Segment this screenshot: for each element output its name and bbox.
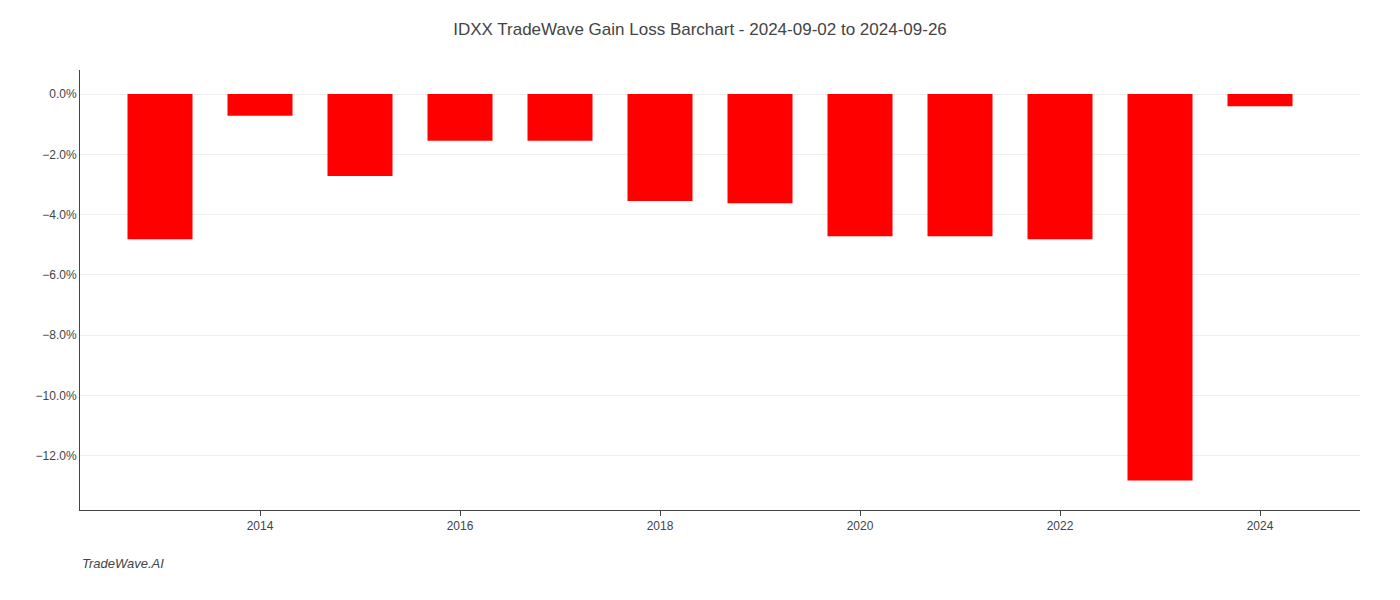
svg-text:2018: 2018: [647, 519, 674, 533]
svg-text:2016: 2016: [447, 519, 474, 533]
svg-text:−8.0%: −8.0%: [42, 328, 77, 342]
svg-text:2024: 2024: [1247, 519, 1274, 533]
svg-text:−6.0%: −6.0%: [42, 268, 77, 282]
svg-text:2022: 2022: [1047, 519, 1074, 533]
svg-text:−10.0%: −10.0%: [36, 389, 77, 403]
svg-text:−4.0%: −4.0%: [42, 208, 77, 222]
svg-text:0.0%: 0.0%: [49, 87, 77, 101]
svg-text:TradeWave.AI: TradeWave.AI: [82, 556, 164, 571]
svg-text:IDXX TradeWave Gain Loss Barch: IDXX TradeWave Gain Loss Barchart - 2024…: [453, 20, 947, 39]
svg-text:−12.0%: −12.0%: [36, 449, 77, 463]
svg-text:2014: 2014: [247, 519, 274, 533]
svg-text:−2.0%: −2.0%: [42, 148, 77, 162]
svg-text:2020: 2020: [847, 519, 874, 533]
